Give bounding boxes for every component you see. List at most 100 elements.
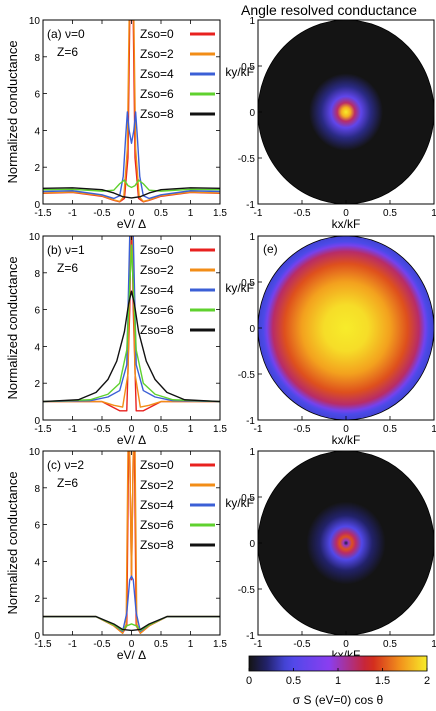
z-label: Z=6 — [57, 476, 78, 490]
x-tick-label: -1.5 — [34, 639, 52, 650]
conductance-disk — [257, 450, 435, 636]
series-line — [43, 179, 220, 192]
series-line — [43, 244, 220, 403]
conductance-disk — [257, 235, 435, 421]
panel-label: (e) — [263, 242, 278, 256]
x-tick-label: -1 — [254, 208, 263, 219]
series-line — [43, 236, 220, 403]
y-axis-label: Normalized conductance — [5, 256, 20, 399]
y-tick-label: 4 — [34, 126, 40, 137]
x-tick-label: 0 — [343, 424, 349, 435]
x-tick-label: -0.5 — [293, 639, 311, 650]
panel-label: (a) ν=0 — [47, 27, 85, 41]
legend-label: Zso=2 — [140, 263, 174, 277]
series-line — [43, 187, 220, 199]
panel-label: (c) ν=2 — [47, 458, 84, 472]
x-tick-label: -1.5 — [34, 208, 52, 219]
x-tick-label: 1.5 — [213, 208, 227, 219]
x-axis-label: kx/kF — [332, 217, 361, 231]
y-tick-label: 1 — [249, 16, 255, 27]
legend-label: Zso=6 — [140, 518, 174, 532]
y-tick-label: 2 — [34, 594, 40, 605]
y-tick-label: -1 — [246, 200, 255, 211]
colorbar-tick-label: 1.5 — [375, 675, 390, 687]
series-line — [43, 111, 220, 200]
series-group — [43, 20, 220, 203]
y-tick-label: 8 — [34, 269, 40, 280]
y-tick-label: 0 — [249, 324, 255, 335]
x-tick-label: -1 — [254, 424, 263, 435]
series-line — [43, 615, 220, 632]
legend-label: Zso=4 — [140, 498, 174, 512]
y-tick-label: 2 — [34, 163, 40, 174]
y-tick-label: 2 — [34, 379, 40, 390]
legend-label: Zso=8 — [140, 107, 174, 121]
colorbar-tick-label: 1 — [335, 675, 341, 687]
colorbar: 0 0.5 1 1.5 2 σ S (eV=0) cos θ — [246, 655, 430, 707]
series-group — [43, 236, 220, 412]
legend-label: Zso=8 — [140, 323, 174, 337]
y-tick-label: 8 — [34, 53, 40, 64]
map-panel: -1 -0.5 0 0.5 1 -1 -0.5 0 0.5 1 (d) kx/kF ky/kF — [225, 16, 436, 231]
legend-label: Zso=4 — [140, 283, 174, 297]
map-panels: -1 -0.5 0 0.5 1 -1 -0.5 0 0.5 1 (d) kx/kF ky/kF -1 -0.… — [225, 16, 436, 662]
colorbar-tick-label: 2 — [424, 675, 430, 687]
x-tick-label: -0.5 — [93, 208, 111, 219]
y-axis-label: Normalized conductance — [5, 471, 20, 614]
y-tick-label: 0 — [34, 631, 40, 642]
x-tick-label: 0 — [343, 639, 349, 650]
y-tick-label: 4 — [34, 557, 40, 568]
y-tick-label: -0.5 — [238, 370, 256, 381]
x-axis-label: eV/ Δ — [117, 648, 146, 662]
series-line — [43, 20, 220, 203]
y-axis-label: ky/kF — [225, 65, 254, 79]
y-tick-label: 10 — [29, 447, 41, 458]
x-tick-label: 0 — [129, 424, 135, 435]
y-tick-label: 1 — [249, 447, 255, 458]
panel-label: (b) ν=1 — [47, 243, 85, 257]
x-tick-label: 1 — [188, 424, 194, 435]
series-line — [43, 290, 220, 403]
y-tick-label: -1 — [246, 631, 255, 642]
legend-label: Zso=6 — [140, 303, 174, 317]
y-tick-label: 10 — [29, 232, 41, 243]
x-tick-label: -1 — [68, 424, 77, 435]
x-tick-label: 1.5 — [213, 639, 227, 650]
x-tick-label: 0.5 — [383, 424, 397, 435]
y-tick-label: 0 — [34, 416, 40, 427]
series-line — [43, 236, 220, 412]
series-line — [43, 236, 220, 408]
y-tick-label: 0.5 — [241, 493, 255, 504]
x-tick-label: 1 — [431, 639, 436, 650]
y-tick-label: 4 — [34, 342, 40, 353]
figure-title: Angle resolved conductance — [241, 2, 417, 18]
colorbar-tick-label: 0 — [246, 675, 252, 687]
panel-label: (d) — [263, 26, 278, 40]
line-panel: -1.5 -1 -0.5 0 0.5 1 1.5 0 2 4 6 8 10 eV/ Δ Normalized… — [5, 447, 227, 662]
x-tick-label: -0.5 — [93, 639, 111, 650]
x-axis-label: kx/kF — [332, 433, 361, 447]
x-tick-label: 1 — [188, 208, 194, 219]
y-tick-label: 0 — [249, 539, 255, 550]
line-panel: -1.5 -1 -0.5 0 0.5 1 1.5 0 2 4 6 8 10 eV/ Δ Normalized… — [5, 16, 227, 231]
y-tick-label: 0 — [249, 108, 255, 119]
y-tick-label: 6 — [34, 306, 40, 317]
legend-label: Zso=0 — [140, 243, 174, 257]
line-panel: -1.5 -1 -0.5 0 0.5 1 1.5 0 2 4 6 8 10 eV/ Δ Normalized… — [5, 232, 227, 447]
x-tick-label: -0.5 — [293, 208, 311, 219]
x-tick-label: -1 — [254, 639, 263, 650]
x-tick-label: 1 — [188, 639, 194, 650]
y-axis-label: Normalized conductance — [5, 40, 20, 183]
conductance-disk — [257, 19, 435, 205]
x-tick-label: 1.5 — [213, 424, 227, 435]
x-tick-label: 0.5 — [383, 639, 397, 650]
y-tick-label: 1 — [249, 232, 255, 243]
x-tick-label: 0.5 — [383, 208, 397, 219]
x-tick-label: -1 — [68, 639, 77, 650]
y-axis-label: ky/kF — [225, 496, 254, 510]
series-line — [43, 451, 220, 634]
legend-label: Zso=4 — [140, 67, 174, 81]
y-tick-label: 6 — [34, 90, 40, 101]
